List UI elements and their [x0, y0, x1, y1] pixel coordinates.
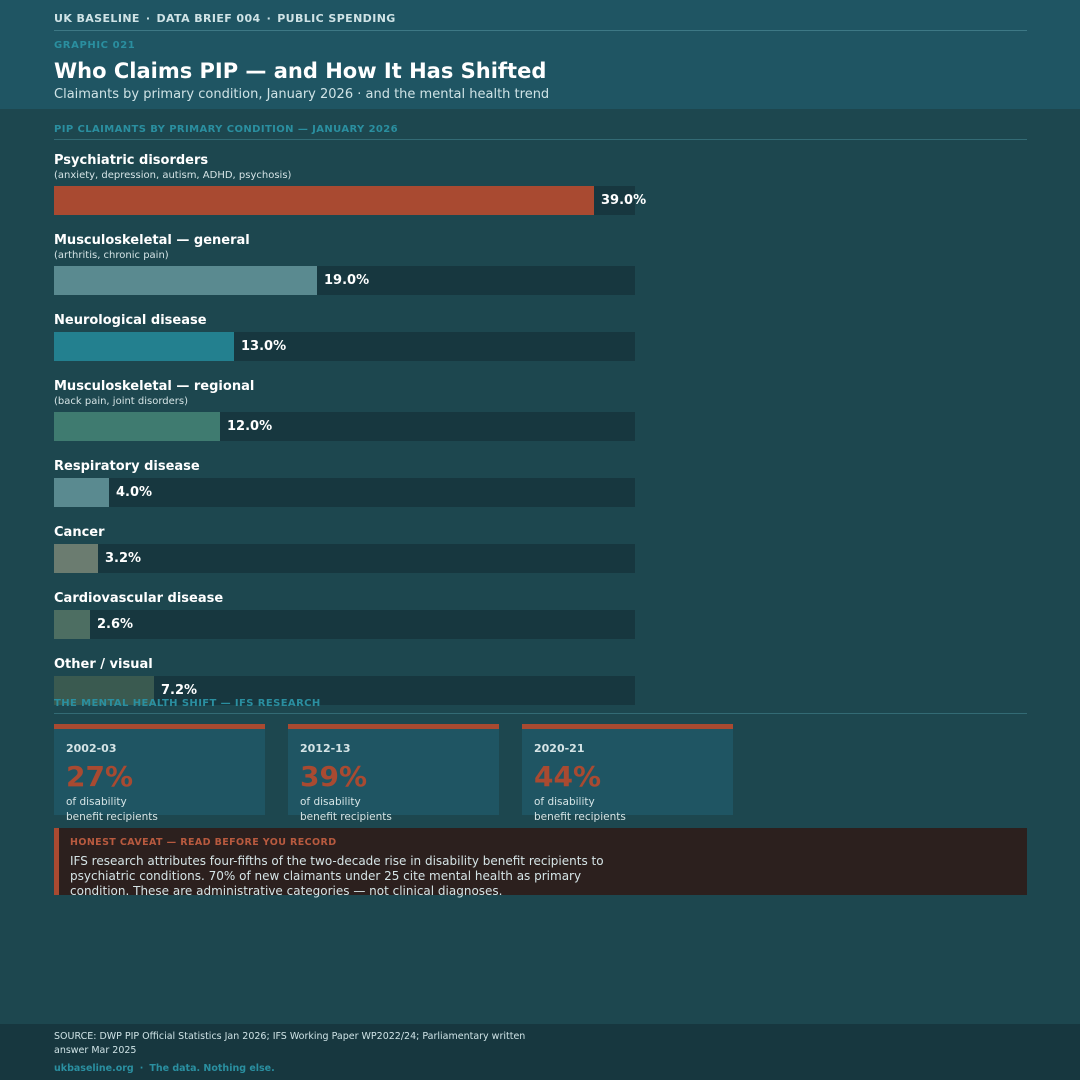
bar — [54, 332, 234, 361]
stat-value: 39% — [300, 760, 368, 793]
stat-value: 44% — [534, 760, 602, 793]
footer: SOURCE: DWP PIP Official Statistics Jan … — [0, 1024, 1080, 1080]
source-note: SOURCE: DWP PIP Official Statistics Jan … — [54, 1031, 526, 1056]
bar-track: 4.0% — [54, 478, 635, 507]
stat-description: of disability benefit recipients — [534, 795, 724, 825]
category-label: Musculoskeletal — regional — [54, 379, 255, 394]
chart-divider — [54, 139, 1027, 140]
kicker-separator: · — [145, 12, 151, 25]
footer-brand: ukbaseline.org · The data. Nothing else. — [54, 1063, 275, 1074]
bar-track: 39.0% — [54, 186, 646, 215]
stat-description-line: of disability — [534, 796, 595, 808]
category-label: Cardiovascular disease — [54, 591, 224, 606]
bar — [54, 412, 220, 441]
stat-year: 2020-21 — [534, 742, 585, 755]
category-label: Cancer — [54, 525, 105, 540]
footer-separator: · — [139, 1063, 144, 1074]
category-label: Musculoskeletal — general — [54, 233, 250, 248]
caveat-label: HONEST CAVEAT — READ BEFORE YOU RECORD — [70, 837, 337, 848]
page-title: Who Claims PIP — and How It Has Shifted — [54, 59, 547, 83]
stat-description-line: benefit recipients — [300, 811, 392, 823]
bar-value-label: 2.6% — [97, 617, 134, 632]
stat-description-line: of disability — [300, 796, 361, 808]
caveat-box: HONEST CAVEAT — READ BEFORE YOU RECORD I… — [54, 828, 1027, 898]
kicker-brief: DATA BRIEF 004 — [156, 12, 261, 25]
trend-divider — [54, 713, 1027, 714]
page-subtitle: Claimants by primary condition, January … — [54, 87, 550, 102]
site-link[interactable]: ukbaseline.org — [54, 1063, 134, 1074]
bar — [54, 610, 90, 639]
footer-tagline: The data. Nothing else. — [149, 1063, 275, 1074]
stat-year: 2002-03 — [66, 742, 117, 755]
category-label: Neurological disease — [54, 313, 207, 328]
stat-description-line: benefit recipients — [534, 811, 626, 823]
bar-track: 12.0% — [54, 412, 635, 441]
bar-value-label: 7.2% — [161, 683, 198, 698]
chart-title: PIP CLAIMANTS BY PRIMARY CONDITION — JAN… — [54, 124, 399, 135]
stat-description-line: of disability — [66, 796, 127, 808]
bar-track: 7.2% — [54, 676, 635, 705]
trend-section-label: THE MENTAL HEALTH SHIFT — IFS RESEARCH — [54, 698, 321, 709]
bar-track: 13.0% — [54, 332, 635, 361]
bar-value-label: 3.2% — [105, 551, 142, 566]
kicker: UK BASELINE · DATA BRIEF 004 · PUBLIC SPENDI… — [54, 12, 396, 25]
category-sublabel: (anxiety, depression, autism, ADHD, psyc… — [54, 170, 292, 181]
bar-value-label: 13.0% — [241, 339, 287, 354]
category-label: Respiratory disease — [54, 459, 200, 474]
bar-track: 3.2% — [54, 544, 635, 573]
bar-value-label: 12.0% — [227, 419, 273, 434]
stat-value: 27% — [66, 760, 134, 793]
category-label: Other / visual — [54, 657, 153, 672]
caveat-text: IFS research attributes four-fifths of t… — [70, 854, 604, 898]
graphic-number: GRAPHIC 021 — [54, 40, 136, 51]
stat-card: 2002-03 27% of disability benefit recipie… — [54, 724, 265, 823]
kicker-separator: · — [266, 12, 272, 25]
stat-card: 2020-21 44% of disability benefit recipie… — [522, 724, 733, 823]
kicker-topic: PUBLIC SPENDING — [277, 12, 396, 25]
bar — [54, 186, 594, 215]
category-label: Psychiatric disorders — [54, 153, 209, 168]
header-divider — [54, 30, 1027, 31]
stat-description: of disability benefit recipients — [66, 795, 256, 825]
stat-description: of disability benefit recipients — [300, 795, 490, 825]
bar-track: 19.0% — [54, 266, 635, 295]
bar-value-label: 39.0% — [601, 193, 647, 208]
bar-value-label: 4.0% — [116, 485, 153, 500]
bar — [54, 544, 98, 573]
bar-track: 2.6% — [54, 610, 635, 639]
bar — [54, 676, 154, 705]
stat-card: 2012-13 39% of disability benefit recipie… — [288, 724, 499, 823]
bar — [54, 266, 317, 295]
stat-description-line: benefit recipients — [66, 811, 158, 823]
bar-value-label: 19.0% — [324, 273, 370, 288]
stat-year: 2012-13 — [300, 742, 351, 755]
category-sublabel: (back pain, joint disorders) — [54, 396, 189, 407]
header-band: UK BASELINE · DATA BRIEF 004 · PUBLIC SPENDI… — [0, 0, 1080, 109]
kicker-brand: UK BASELINE — [54, 12, 140, 25]
category-sublabel: (arthritis, chronic pain) — [54, 250, 169, 261]
bar — [54, 478, 109, 507]
